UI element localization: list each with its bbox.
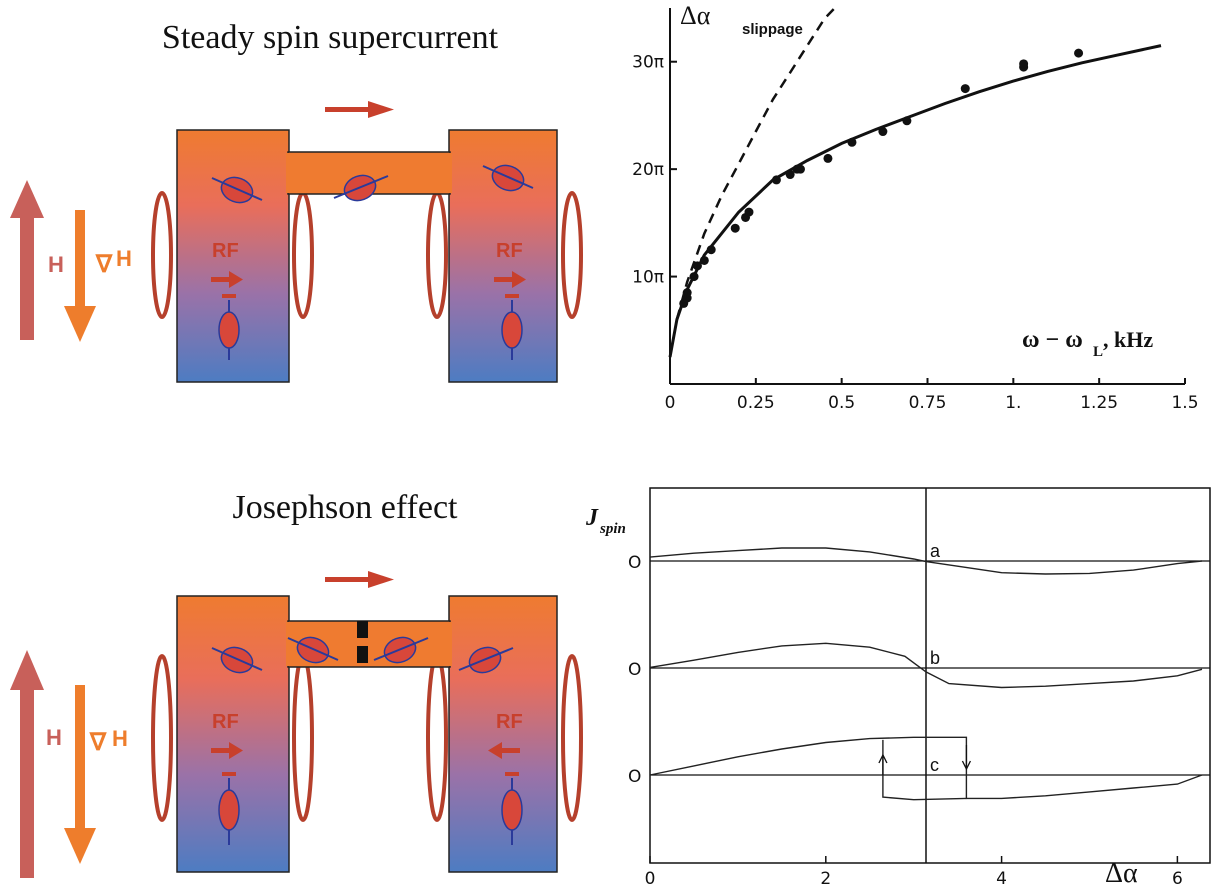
chart1-x-tick-label: 0 <box>665 393 676 413</box>
chart2-zero-label: O <box>628 660 641 680</box>
flow-arrow <box>325 101 394 118</box>
spin-left-lower-bottom <box>218 772 240 845</box>
chart1-x-tick-label: 1.25 <box>1080 393 1118 413</box>
chart1-y-tick-label: 20π <box>632 160 664 180</box>
chart2-x-tick-label: 4 <box>996 869 1007 888</box>
coil-mid-left-bottom <box>292 654 314 822</box>
chart-josephson: O O O 0 2 4 6 J spin Δα a b c <box>585 487 1211 888</box>
chart1-x-label-unit: , kHz <box>1103 327 1153 352</box>
coil-left <box>151 191 173 319</box>
h-field-arrow <box>10 180 44 340</box>
left-container-bottom <box>176 595 290 873</box>
chart1-solid-curve <box>668 44 1162 358</box>
chart2-zero-label: O <box>628 767 641 787</box>
rf-arrow-left-bottom <box>211 742 243 759</box>
chart2-up-arrowhead <box>878 753 888 764</box>
chart2-down-arrowhead <box>961 760 972 771</box>
coil-mid-right-bottom <box>426 654 448 822</box>
chart2-series-c-return <box>882 739 967 801</box>
chart1-y-tick-label: 30π <box>632 53 664 73</box>
top-panel-title: Steady spin supercurrent <box>162 19 499 56</box>
spin-left-upper <box>211 176 263 204</box>
h-label: H <box>48 252 64 277</box>
rf-label-right: RF <box>496 240 523 262</box>
chart1-x-tick-label: 0.75 <box>909 393 947 413</box>
grad-h-arrow <box>64 210 96 342</box>
bottom-diagram: Josephson effect H ∇ H <box>10 489 583 878</box>
chart1-data-point <box>823 153 833 163</box>
chart1-x-label-sub: L <box>1093 344 1103 360</box>
chart1-data-point <box>744 207 754 217</box>
chart2-series-a <box>649 547 1203 575</box>
spin-channel <box>333 174 389 202</box>
spin-right-upper-bottom <box>458 646 514 674</box>
rf-arrow-right <box>494 271 526 288</box>
h-label-bottom: H <box>46 725 62 750</box>
spin-right-upper <box>482 164 534 192</box>
coil-left-bottom <box>151 654 173 822</box>
spin-right-lower <box>501 294 523 360</box>
chart1-x-label: ω − ω <box>1022 327 1083 353</box>
rf-label-left: RF <box>212 240 239 262</box>
chart2-x-tick-label: 6 <box>1172 869 1183 888</box>
rf-arrow-left <box>211 271 243 288</box>
chart2-frame <box>649 487 1211 864</box>
right-container-bottom <box>448 595 558 873</box>
grad-h-arrow-bottom <box>64 685 96 864</box>
bottom-panel-title: Josephson effect <box>232 489 458 526</box>
rf-arrow-right-bottom <box>488 742 520 759</box>
spin-left-upper-bottom <box>211 646 263 674</box>
weak-link-upper <box>357 621 368 638</box>
spin-channel-left <box>287 636 339 664</box>
chart-slippage: 0 0.25 0.5 0.75 1. 1.25 1.5 10π 20π 30π Δα slipp… <box>632 1 1198 413</box>
h-field-arrow-bottom <box>10 650 44 878</box>
grad-symbol: ∇ <box>95 251 113 278</box>
spin-right-lower-bottom <box>501 772 523 845</box>
chart1-data-point <box>730 223 740 233</box>
coil-mid-left <box>292 191 314 319</box>
chart1-dashed-curve <box>675 7 836 320</box>
chart1-data-point <box>960 84 970 94</box>
rf-label-left-bottom: RF <box>212 711 239 733</box>
chart1-data-point <box>1074 48 1084 58</box>
chart2-x-tick-label: 0 <box>645 869 656 888</box>
chart1-y-label-sub: slippage <box>742 21 803 38</box>
chart2-series-label: b <box>930 648 940 668</box>
grad-h-label-bottom: H <box>112 726 128 751</box>
grad-symbol-bottom: ∇ <box>89 729 107 756</box>
chart2-series-label: a <box>930 541 941 561</box>
chart2-y-label-sub: spin <box>599 521 626 537</box>
coil-mid-right <box>426 191 448 319</box>
coil-right <box>561 191 583 319</box>
chart1-x-tick-label: 1. <box>1005 393 1021 413</box>
weak-link-lower <box>357 646 368 663</box>
spin-left-lower <box>218 294 240 360</box>
chart2-series-b <box>649 642 1203 689</box>
chart1-data-point <box>1019 59 1029 69</box>
spin-channel-right <box>373 636 429 664</box>
chart2-zero-label: O <box>628 553 641 573</box>
chart2-series-c <box>649 736 1203 800</box>
grad-h-label: H <box>116 246 132 271</box>
chart2-y-label: J <box>585 505 599 531</box>
flow-arrow-bottom <box>325 571 394 588</box>
chart1-x-tick-label: 0.5 <box>828 393 855 413</box>
top-diagram: Steady spin supercurrent H ∇ H <box>10 19 583 383</box>
chart1-data-point <box>878 127 888 137</box>
chart1-x-tick-label: 1.5 <box>1171 393 1198 413</box>
rf-label-right-bottom: RF <box>496 711 523 733</box>
chart2-series-label: c <box>930 755 939 775</box>
chart1-y-tick-label: 10π <box>632 268 664 288</box>
chart2-x-label: Δα <box>1105 858 1138 888</box>
chart1-x-tick-label: 0.25 <box>737 393 775 413</box>
coil-right-bottom <box>561 654 583 822</box>
chart1-y-label: Δα <box>680 1 711 30</box>
chart2-x-tick-label: 2 <box>820 869 831 888</box>
